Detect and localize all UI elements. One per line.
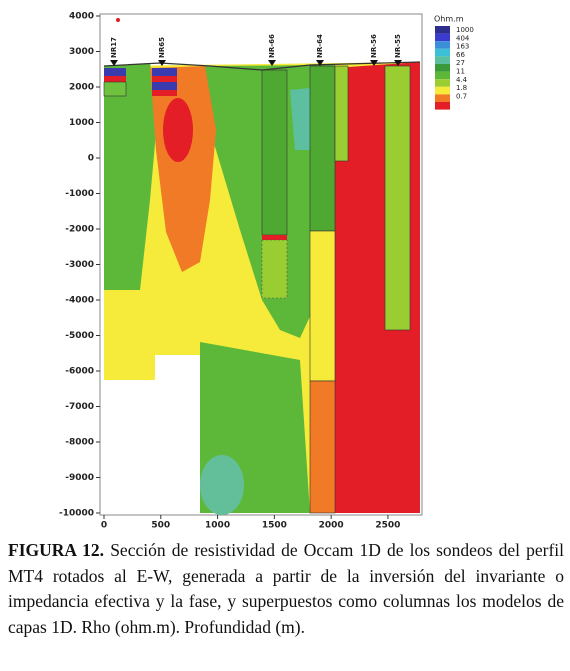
y-tick-label: -5000 xyxy=(65,331,94,341)
colorbar-label: 27 xyxy=(456,59,465,67)
sounding-marker xyxy=(316,60,324,66)
figure: 4000 3000 2000 1000 0 -1000 -2000 -3000 -4000 -50… xyxy=(59,12,474,531)
column xyxy=(309,380,336,514)
sounding-marker xyxy=(110,60,118,66)
column xyxy=(152,90,177,96)
colorbar-label: 66 xyxy=(456,51,465,59)
y-tick-label: -9000 xyxy=(65,473,94,483)
caption: FIGURA 12. Sección de resistividad de Oc… xyxy=(8,538,564,640)
colorbar-label: 0.7 xyxy=(456,92,467,100)
colorbar-label: 11 xyxy=(456,68,465,76)
caption-text: Sección de resistividad de Occam 1D de l… xyxy=(8,540,565,637)
y-tick-label: -7000 xyxy=(65,402,94,412)
y-tick-label: 3000 xyxy=(69,47,94,57)
column xyxy=(261,69,288,236)
x-tick-label: 1000 xyxy=(205,521,230,531)
colorbar-swatch xyxy=(435,71,450,80)
y-tick-label: 4000 xyxy=(69,12,94,22)
y-tick-label: -2000 xyxy=(65,225,94,235)
colorbar-swatch xyxy=(435,56,450,64)
sounding-marker xyxy=(394,60,402,66)
x-tick-label: 2000 xyxy=(319,521,344,531)
colorbar-label: 1.8 xyxy=(456,84,467,92)
colorbar-swatch xyxy=(435,26,450,34)
column xyxy=(261,239,288,299)
topography xyxy=(103,61,421,71)
colorbar-swatch xyxy=(435,86,450,95)
column xyxy=(334,65,349,162)
colorbar-label: 4.4 xyxy=(456,76,468,84)
colorbar-swatch xyxy=(435,33,450,42)
colorbar-swatch xyxy=(435,79,450,87)
sounding-label: NR-64 xyxy=(316,34,324,58)
sounding-label: NR-66 xyxy=(268,34,276,58)
column xyxy=(309,65,336,232)
column xyxy=(309,230,336,382)
y-tick-label: 0 xyxy=(88,154,94,164)
y-tick-label: -6000 xyxy=(65,367,94,377)
section-teal xyxy=(200,455,244,515)
column xyxy=(152,68,177,76)
column xyxy=(262,235,287,240)
y-tick-label: 2000 xyxy=(69,83,94,93)
colorbar-swatch xyxy=(435,102,450,110)
colorbar-title: Ohm.m xyxy=(434,15,464,24)
y-tick-label: 1000 xyxy=(69,118,94,128)
colorbar-swatch xyxy=(435,48,450,57)
y-tick-label: -3000 xyxy=(65,260,94,270)
y-tick-label: -10000 xyxy=(59,509,94,519)
caption-label: FIGURA 12. xyxy=(8,540,105,560)
column xyxy=(103,81,127,97)
colorbar-label: 404 xyxy=(456,34,470,42)
y-tick-label: -4000 xyxy=(65,296,94,306)
column xyxy=(104,76,126,82)
section-teal xyxy=(290,88,312,150)
y-tick-label: -1000 xyxy=(65,189,94,199)
marker xyxy=(116,18,120,22)
column xyxy=(152,76,177,82)
column xyxy=(384,65,411,331)
sounding-label: NR17 xyxy=(110,37,118,58)
sounding-marker xyxy=(370,60,378,66)
column xyxy=(152,82,177,90)
x-tick-label: 500 xyxy=(151,521,170,531)
colorbar-label: 1000 xyxy=(456,26,474,34)
sounding-label: NR-56 xyxy=(370,34,378,58)
x-tick-label: 1500 xyxy=(262,521,287,531)
x-tick-label: 2500 xyxy=(375,521,400,531)
colorbar-label: 163 xyxy=(456,43,469,51)
colorbar-swatch xyxy=(435,41,450,49)
sounding-marker xyxy=(268,60,276,66)
y-tick-label: -8000 xyxy=(65,438,94,448)
sounding-label: NR-55 xyxy=(394,34,402,58)
section-red xyxy=(163,98,193,162)
colorbar-swatch xyxy=(435,64,450,72)
colorbar-swatch xyxy=(435,94,450,102)
section-green xyxy=(104,63,158,290)
column xyxy=(104,68,126,76)
x-tick-label: 0 xyxy=(101,521,107,531)
sounding-marker xyxy=(158,60,166,66)
sounding-label: NR65 xyxy=(158,37,166,58)
